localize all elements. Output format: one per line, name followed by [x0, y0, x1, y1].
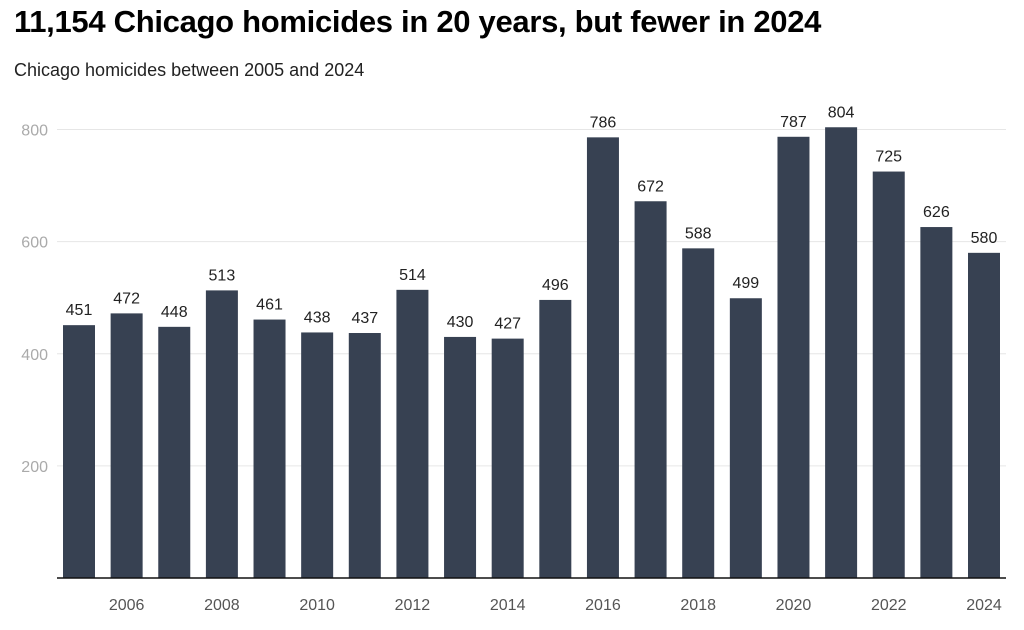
x-tick-label: 2018 — [680, 597, 716, 614]
x-tick-label: 2010 — [299, 597, 335, 614]
data-label: 580 — [971, 230, 998, 247]
bar-2024 — [968, 252, 1000, 578]
bar-2016 — [586, 137, 619, 578]
data-label: 513 — [209, 267, 236, 284]
data-label: 672 — [637, 178, 664, 195]
data-label: 588 — [685, 225, 712, 242]
data-label: 496 — [542, 277, 569, 294]
x-tick-label: 2014 — [490, 597, 526, 614]
y-tick-label: 400 — [21, 347, 48, 364]
x-tick-label: 2008 — [204, 597, 240, 614]
bar-2005 — [63, 325, 95, 578]
data-label: 437 — [351, 310, 378, 327]
bar-2014 — [491, 338, 524, 578]
bar-2008 — [205, 290, 238, 578]
chart-subtitle: Chicago homicides between 2005 and 2024 — [14, 60, 365, 80]
bar-2009 — [253, 319, 286, 578]
data-label: 427 — [494, 316, 521, 333]
data-label: 626 — [923, 204, 950, 221]
data-label: 787 — [780, 114, 807, 131]
y-tick-label: 200 — [21, 459, 48, 476]
data-label: 472 — [113, 290, 140, 307]
bar-2010 — [301, 332, 334, 578]
bar-2018 — [682, 248, 715, 579]
bar-2019 — [729, 298, 762, 578]
chart-title: 11,154 Chicago homicides in 20 years, bu… — [14, 4, 822, 39]
bar-2013 — [444, 336, 477, 578]
data-label: 725 — [875, 149, 902, 166]
x-tick-label: 2022 — [871, 597, 907, 614]
x-tick-label: 2024 — [966, 597, 1002, 614]
data-label: 461 — [256, 297, 283, 314]
y-tick-label: 600 — [21, 235, 48, 252]
data-label: 438 — [304, 309, 331, 326]
data-label: 786 — [590, 114, 617, 131]
bar-2021 — [825, 127, 858, 578]
bar-2020 — [777, 136, 810, 578]
data-label: 804 — [828, 104, 855, 121]
data-label: 448 — [161, 304, 188, 321]
data-label: 451 — [66, 302, 93, 319]
bar-2015 — [539, 299, 572, 578]
bar-2012 — [396, 289, 429, 578]
x-tick-label: 2012 — [395, 597, 431, 614]
bar-2006 — [110, 313, 143, 578]
bar-2023 — [920, 227, 953, 578]
x-tick-label: 2020 — [776, 597, 812, 614]
bar-2017 — [634, 201, 667, 578]
bar-2022 — [872, 171, 905, 578]
data-label: 499 — [732, 275, 759, 292]
y-tick-label: 800 — [21, 123, 48, 140]
data-label: 430 — [447, 314, 474, 331]
bar-2007 — [158, 326, 191, 578]
bar-2011 — [348, 333, 381, 578]
x-tick-label: 2016 — [585, 597, 621, 614]
x-tick-label: 2006 — [109, 597, 145, 614]
data-label: 514 — [399, 267, 426, 284]
